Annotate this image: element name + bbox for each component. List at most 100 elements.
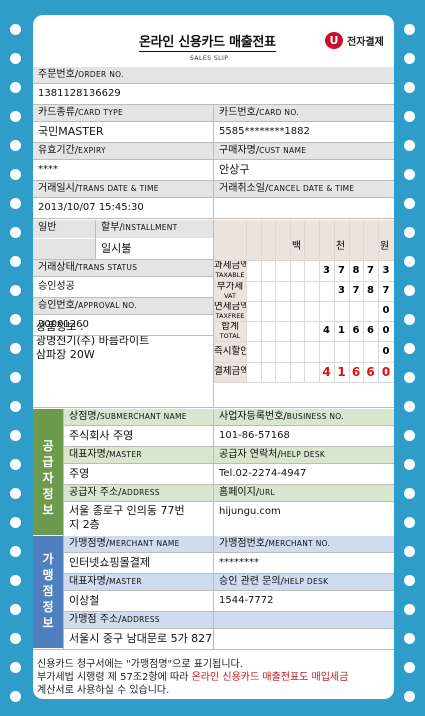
amount-digit: 4	[323, 325, 330, 336]
perforation-hole	[404, 575, 415, 586]
side-char: 보	[42, 503, 54, 517]
amount-label-en: TAXFREE	[215, 312, 245, 320]
perforation-hole	[10, 111, 21, 122]
perforation-hole	[404, 82, 415, 93]
perforation-hole	[404, 430, 415, 441]
amount-grid-line	[214, 301, 394, 302]
perforation-hole	[404, 53, 415, 64]
merchant-name-label: 가맹점명/MERCHANT NAME	[64, 536, 213, 552]
logo-text: 전자결제	[347, 37, 384, 48]
amount-label-taxable: 과세금액 TAXABLE	[214, 260, 246, 281]
amount-digit: 4	[322, 365, 331, 379]
perforation-hole	[404, 24, 415, 35]
amount-label-text: 면세금액	[214, 301, 246, 312]
approval-no-label: 승인번호/APPROVAL NO.	[33, 298, 213, 314]
side-char: 점	[42, 584, 54, 598]
merchant-address-label: 가맹점 주소/ADDRESS	[64, 612, 394, 628]
unit-won: 원	[379, 241, 390, 252]
perforation-hole	[10, 140, 21, 151]
merchant-name-value: 인터넷쇼핑몰결제	[69, 556, 150, 569]
amount-label-text: 즉시할인	[214, 346, 246, 357]
business-no-label: 사업자등록번호/BUSINESS NO.	[214, 409, 394, 425]
perforation-hole	[404, 372, 415, 383]
perforation-hole	[10, 604, 21, 615]
perforation-hole	[10, 633, 21, 644]
perforation-hole	[404, 546, 415, 557]
footer-line-3: 계산서로 사용하실 수 있습니다.	[37, 685, 170, 696]
amount-label-taxfree: 면세금액 TAXFREE	[214, 301, 246, 321]
supplier-address-line-2: 지 2층	[69, 518, 100, 531]
product-info: 상품정보 : 광명전기(주) 바름라이트 삼파장 20W	[36, 320, 149, 362]
supplier-name-label: 상점명/SUBMERCHANT NAME	[64, 409, 213, 425]
footer-line-2: 부가세법 시행령 제 57조2항에 따라 온라인 신용카드 매출전표도 매입세금	[37, 672, 349, 683]
perforation-hole	[404, 604, 415, 615]
card-no-label: 카드번호/CARD NO.	[214, 105, 394, 121]
perforation-hole	[404, 662, 415, 673]
supplier-url-value[interactable]: hijungu.com	[219, 506, 281, 517]
unit-hundred-thousand: 백	[291, 241, 302, 252]
amount-label-text: 결제금액	[214, 366, 246, 377]
perforation-hole	[404, 488, 415, 499]
side-char: 가	[42, 552, 54, 566]
table-line	[33, 314, 213, 315]
amount-digit: 3	[382, 265, 390, 276]
general-label: 일반	[33, 220, 95, 238]
side-char: 자	[42, 471, 54, 485]
amount-digit: 1	[338, 325, 345, 336]
supplier-url-label: 홈페이지/URL	[214, 485, 394, 501]
product-line-1: 상품정보 :	[36, 320, 84, 333]
amount-digit: 8	[352, 265, 360, 276]
table-line	[64, 590, 394, 591]
trans-date-value: 2013/10/07 15:45:30	[38, 202, 144, 213]
table-line	[33, 104, 394, 105]
perforation-hole	[10, 343, 21, 354]
product-line-2: 광명전기(주) 바름라이트	[36, 334, 150, 347]
amount-digit: 3	[338, 285, 345, 296]
merchant-desk-value: 1544-7772	[219, 595, 274, 606]
trans-status-value: 승인성공	[38, 281, 75, 292]
card-type-label: 카드종류/CARD TYPE	[33, 105, 213, 121]
table-line	[33, 142, 394, 143]
amount-digit: 3	[323, 265, 330, 276]
table-line	[33, 83, 394, 84]
supplier-address-line-1: 서울 종로구 인의동 77번	[69, 504, 185, 517]
perforation-hole	[10, 488, 21, 499]
perforation-hole	[10, 575, 21, 586]
perforation-hole	[404, 517, 415, 528]
amount-digit: 6	[367, 325, 374, 336]
supplier-desk-label: 공급자 연락처/HELP DESK	[214, 447, 394, 463]
perforation-hole	[10, 82, 21, 93]
amount-label-text: 합계	[221, 321, 239, 332]
side-char: 정	[42, 600, 54, 614]
amount-digit: 0	[381, 365, 391, 379]
uplus-logo-icon: U	[325, 32, 343, 49]
perforation-hole	[404, 256, 415, 267]
expiry-value: ****	[38, 164, 58, 175]
table-line	[33, 297, 213, 298]
perforation-hole	[10, 546, 21, 557]
table-line	[64, 425, 394, 426]
perforation-hole	[404, 343, 415, 354]
approval-no-value: 30001260	[38, 319, 89, 330]
amount-label-discount: 즉시할인	[214, 341, 246, 362]
perforation-hole	[10, 372, 21, 383]
amount-label-text: 부가세	[216, 281, 244, 292]
slip-subtitle: SALES SLIP	[190, 55, 229, 62]
perforation-hole	[10, 401, 21, 412]
amount-digit: 7	[367, 265, 374, 276]
left-perforation	[0, 0, 34, 716]
side-char: 공	[42, 439, 54, 453]
amount-digit: 7	[382, 285, 390, 296]
card-no-value: 5585********1882	[219, 126, 310, 137]
amount-digit: 7	[338, 265, 345, 276]
supplier-address-label: 공급자 주소/ADDRESS	[64, 485, 213, 501]
amount-grid-line	[214, 321, 394, 322]
amount-digit: 6	[352, 325, 360, 336]
table-line	[33, 259, 213, 260]
footer-line-1: 신용카드 청구서에는 "가맹점명"으로 표기됩니다.	[37, 659, 243, 670]
amount-grid-line	[214, 341, 394, 342]
table-line	[33, 335, 213, 336]
general-blank	[33, 239, 95, 259]
merchant-address-value: 서울시 중구 남대문로 5가 827	[69, 632, 213, 645]
perforation-hole	[10, 256, 21, 267]
